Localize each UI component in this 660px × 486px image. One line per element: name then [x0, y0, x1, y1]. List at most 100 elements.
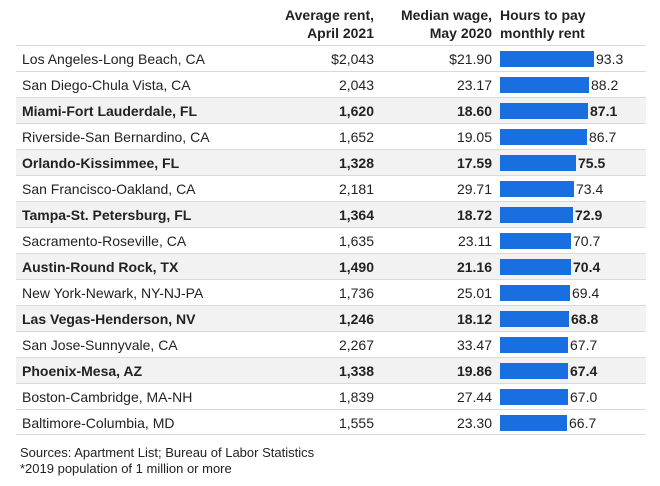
- hours-label: 66.7: [569, 415, 597, 431]
- header-wage-line2: May 2020: [429, 25, 492, 41]
- rent-value: 2,267: [338, 337, 374, 353]
- rent-value: 1,338: [338, 363, 374, 379]
- hours-bar: [500, 51, 594, 67]
- metro-label: Austin-Round Rock, TX: [22, 259, 179, 275]
- wage-value: 21.16: [456, 259, 492, 275]
- header-median-wage: Median wage, May 2020: [390, 6, 492, 42]
- header-average-rent: Average rent, April 2021: [248, 6, 374, 42]
- header-rent-line1: Average rent,: [285, 7, 374, 23]
- metro-label: Boston-Cambridge, MA-NH: [22, 389, 193, 405]
- table-row: San Francisco-Oakland, CA 2,181 29.71 73.4: [16, 175, 646, 201]
- hours-bar: [500, 415, 567, 431]
- wage-value: 23.11: [458, 233, 492, 249]
- table-row: Tampa-St. Petersburg, FL 1,364 18.72 72.9: [16, 201, 646, 227]
- hours-bar: [500, 103, 588, 119]
- hours-bar: [500, 207, 573, 223]
- metro-label: Miami-Fort Lauderdale, FL: [22, 103, 198, 119]
- metro-label: Tampa-St. Petersburg, FL: [22, 207, 192, 223]
- wage-value: 33.47: [456, 337, 492, 353]
- hours-bar: [500, 233, 571, 249]
- hours-bar: [500, 77, 589, 93]
- rent-value: 1,635: [338, 233, 374, 249]
- table-row: New York-Newark, NY-NJ-PA 1,736 25.01 69.4: [16, 279, 646, 305]
- footer-note: *2019 population of 1 million or more: [20, 461, 232, 476]
- wage-value: 23.17: [456, 77, 492, 93]
- wage-value: 27.44: [456, 389, 492, 405]
- metro-label: San Diego-Chula Vista, CA: [22, 77, 191, 93]
- hours-label: 70.7: [573, 233, 601, 249]
- hours-bar: [500, 389, 568, 405]
- hours-label: 69.4: [572, 285, 600, 301]
- footer-sources: Sources: Apartment List; Bureau of Labor…: [20, 445, 315, 460]
- rent-value: 1,652: [338, 129, 374, 145]
- wage-value: 19.05: [456, 129, 492, 145]
- table-row: Los Angeles-Long Beach, CA $2,043 $21.90 93…: [16, 45, 646, 71]
- rent-value: 1,328: [338, 155, 374, 171]
- hours-label: 87.1: [590, 103, 618, 119]
- metro-label: Sacramento-Roseville, CA: [22, 233, 187, 249]
- hours-label: 67.4: [570, 363, 598, 379]
- wage-value: 23.30: [456, 415, 492, 431]
- wage-value: 18.12: [456, 311, 492, 327]
- rent-value: 1,620: [338, 103, 374, 119]
- table-row: Las Vegas-Henderson, NV 1,246 18.12 68.8: [16, 305, 646, 331]
- table-row: Sacramento-Roseville, CA 1,635 23.11 70.7: [16, 227, 646, 253]
- rent-value: 1,364: [338, 207, 374, 223]
- hours-label: 86.7: [589, 129, 617, 145]
- header-wage-line1: Median wage,: [400, 7, 492, 23]
- table-row: Phoenix-Mesa, AZ 1,338 19.86 67.4: [16, 357, 646, 383]
- table-row: Austin-Round Rock, TX 1,490 21.16 70.4: [16, 253, 646, 279]
- rent-value: 1,246: [338, 311, 374, 327]
- table-row: Riverside-San Bernardino, CA 1,652 19.05 86…: [16, 123, 646, 149]
- hours-label: 93.3: [596, 51, 624, 67]
- hours-label: 68.8: [571, 311, 599, 327]
- metro-label: San Jose-Sunnyvale, CA: [22, 337, 178, 353]
- rent-value: 2,043: [338, 77, 374, 93]
- hours-bar: [500, 129, 587, 145]
- header-hours-line2: monthly rent: [500, 25, 585, 41]
- hours-label: 72.9: [575, 207, 603, 223]
- wage-value: 17.59: [456, 155, 492, 171]
- hours-bar: [500, 181, 574, 197]
- metro-label: Orlando-Kissimmee, FL: [22, 155, 180, 171]
- hours-bar: [500, 155, 576, 171]
- wage-value: 19.86: [456, 363, 492, 379]
- hours-label: 67.0: [570, 389, 598, 405]
- table-row: Boston-Cambridge, MA-NH 1,839 27.44 67.0: [16, 383, 646, 409]
- metro-label: Las Vegas-Henderson, NV: [22, 311, 196, 327]
- rent-value: 1,839: [338, 389, 374, 405]
- wage-value: 29.71: [456, 181, 492, 197]
- rent-value: 1,490: [338, 259, 374, 275]
- hours-bar: [500, 259, 571, 275]
- rent-value: 1,555: [338, 415, 374, 431]
- wage-value: 18.72: [456, 207, 492, 223]
- metro-label: Los Angeles-Long Beach, CA: [22, 51, 205, 67]
- metro-label: Baltimore-Columbia, MD: [22, 415, 175, 431]
- metro-label: Phoenix-Mesa, AZ: [22, 363, 143, 379]
- hours-label: 88.2: [591, 77, 619, 93]
- table-row: Miami-Fort Lauderdale, FL 1,620 18.60 87.1: [16, 97, 646, 123]
- header-rent-line2: April 2021: [307, 25, 374, 41]
- rent-value: 1,736: [338, 285, 374, 301]
- metro-label: New York-Newark, NY-NJ-PA: [22, 285, 204, 301]
- hours-label: 75.5: [578, 155, 606, 171]
- metro-label: Riverside-San Bernardino, CA: [22, 129, 210, 145]
- header-hours-to-pay: Hours to pay monthly rent: [500, 6, 640, 42]
- rent-value: $2,043: [331, 51, 374, 67]
- rent-value: 2,181: [338, 181, 374, 197]
- hours-bar: [500, 285, 570, 301]
- table-row: Orlando-Kissimmee, FL 1,328 17.59 75.5: [16, 149, 646, 175]
- metro-label: San Francisco-Oakland, CA: [22, 181, 196, 197]
- wage-value: 25.01: [456, 285, 492, 301]
- footer: Sources: Apartment List; Bureau of Labor…: [20, 445, 314, 477]
- chart-table: Los Angeles-Long Beach, CA $2,043 $21.90 93…: [16, 45, 646, 435]
- hours-label: 70.4: [573, 259, 601, 275]
- hours-label: 67.7: [570, 337, 598, 353]
- table-row: Baltimore-Columbia, MD 1,555 23.30 66.7: [16, 409, 646, 435]
- header-hours-line1: Hours to pay: [500, 7, 586, 23]
- table-row: San Diego-Chula Vista, CA 2,043 23.17 88.2: [16, 71, 646, 97]
- hours-label: 73.4: [576, 181, 604, 197]
- hours-bar: [500, 337, 568, 353]
- table-row: San Jose-Sunnyvale, CA 2,267 33.47 67.7: [16, 331, 646, 357]
- hours-bar: [500, 311, 569, 327]
